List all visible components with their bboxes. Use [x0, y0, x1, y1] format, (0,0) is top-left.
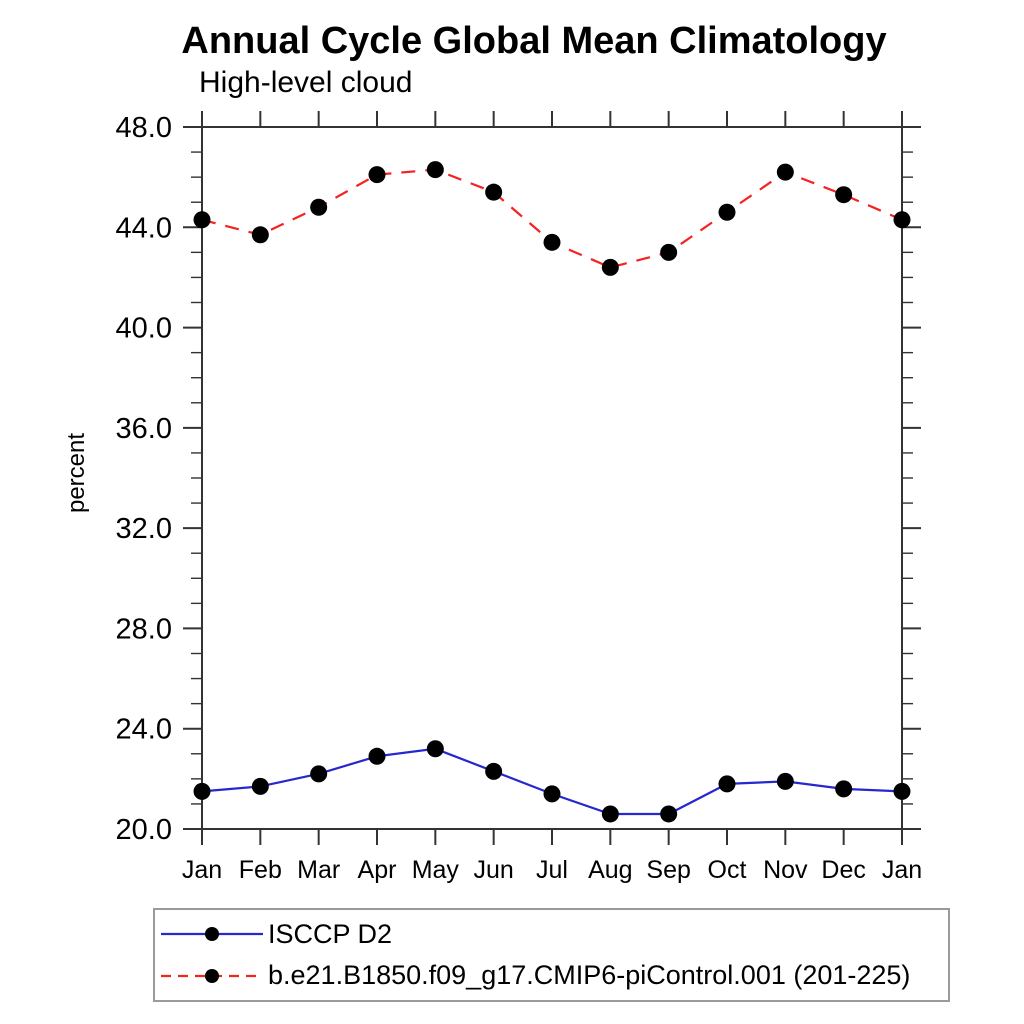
series-marker	[776, 163, 794, 181]
legend-box: ISCCP D2 b.e21.B1850.f09_g17.CMIP6-piCon…	[153, 908, 950, 1002]
series-marker	[251, 777, 269, 795]
legend-line-sample-solid	[161, 927, 263, 942]
legend-marker-icon	[205, 968, 219, 983]
x-tick-label: Mar	[297, 856, 340, 884]
axis-frame	[201, 126, 903, 830]
y-tick-label: 44.0	[116, 212, 172, 244]
series-marker	[660, 805, 678, 823]
y-tick-label: 20.0	[116, 814, 172, 846]
x-tick-label: Jan	[882, 856, 922, 884]
series-marker	[310, 765, 328, 783]
y-tick-label: 32.0	[116, 513, 172, 545]
legend-line-sample-dashed	[161, 968, 263, 983]
series-marker	[368, 166, 386, 184]
series-marker	[193, 782, 211, 800]
series-marker	[718, 203, 736, 221]
series-marker	[368, 747, 386, 765]
legend-row-model: b.e21.B1850.f09_g17.CMIP6-piControl.001 …	[158, 959, 948, 993]
series-marker	[485, 183, 503, 201]
x-tick-label: Sep	[646, 856, 690, 884]
series-marker	[543, 233, 561, 251]
chart-subtitle: High-level cloud	[199, 66, 413, 99]
y-tick-label: 48.0	[116, 112, 172, 144]
x-tick-label: Jan	[182, 856, 222, 884]
series-marker	[718, 775, 736, 793]
series-marker	[601, 805, 619, 823]
series-marker	[660, 243, 678, 261]
x-tick-label: Oct	[708, 856, 747, 884]
series-marker	[485, 762, 503, 780]
x-tick-label: Nov	[763, 856, 808, 884]
series-marker	[310, 198, 328, 216]
x-tick-label: May	[412, 856, 460, 884]
series-marker	[893, 782, 911, 800]
x-tick-label: Aug	[588, 856, 632, 884]
series-line-dashed	[201, 168, 903, 269]
y-tick-label: 24.0	[116, 714, 172, 746]
legend-label-model: b.e21.B1850.f09_g17.CMIP6-piControl.001 …	[268, 960, 911, 991]
series-marker	[543, 785, 561, 803]
x-tick-label: Jun	[474, 856, 514, 884]
y-tick-label: 40.0	[116, 313, 172, 345]
series-marker	[835, 186, 853, 204]
x-tick-label: Apr	[358, 856, 397, 884]
y-axis-label: percent	[63, 433, 90, 513]
legend-marker-icon	[205, 927, 219, 942]
series-marker	[193, 211, 211, 229]
series-marker	[426, 740, 444, 758]
series-marker	[426, 161, 444, 179]
series-marker	[893, 211, 911, 229]
y-tick-label: 36.0	[116, 413, 172, 445]
x-tick-label: Feb	[239, 856, 282, 884]
series-marker	[835, 780, 853, 798]
series-marker	[251, 226, 269, 244]
legend-label-isccp: ISCCP D2	[268, 918, 393, 949]
y-tick-label: 28.0	[116, 613, 172, 645]
legend-row-isccp: ISCCP D2	[158, 917, 948, 951]
series-line-solid	[201, 747, 903, 816]
x-tick-label: Jul	[536, 856, 568, 884]
series-marker	[776, 772, 794, 790]
series-marker	[601, 258, 619, 276]
x-tick-label: Dec	[821, 856, 865, 884]
chart-title: Annual Cycle Global Mean Climatology	[181, 20, 887, 62]
